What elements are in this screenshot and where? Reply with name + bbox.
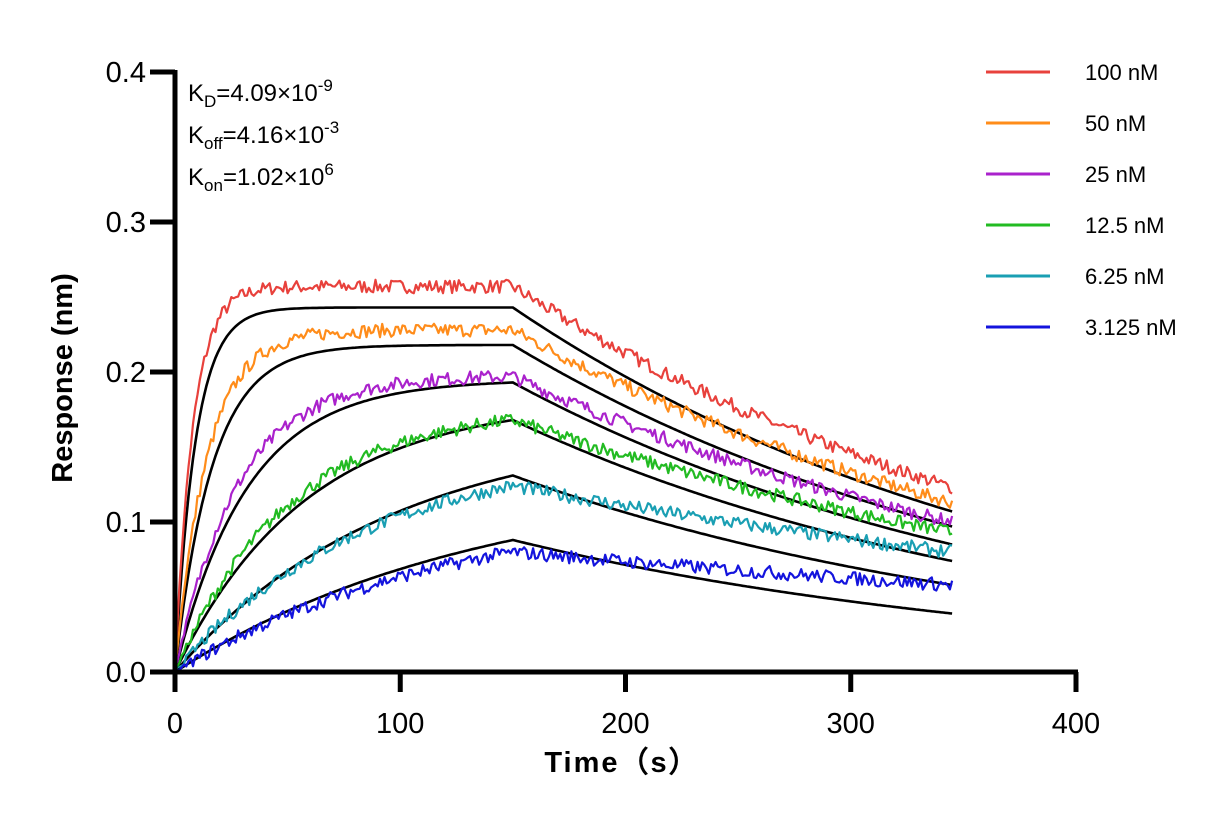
- x-tick-label: 400: [1052, 708, 1100, 740]
- data-series-100-nM: [173, 278, 953, 673]
- y-tick-label: 0.2: [106, 357, 146, 389]
- legend-label: 50 nM: [1085, 111, 1146, 136]
- legend-label: 12.5 nM: [1085, 213, 1165, 238]
- y-tick-label: 0.0: [106, 657, 146, 689]
- legend-label: 25 nM: [1085, 162, 1146, 187]
- x-tick-label: 300: [827, 708, 875, 740]
- data-series-25-nM: [173, 370, 954, 673]
- legend-label: 3.125 nM: [1085, 315, 1177, 340]
- x-tick-label: 200: [601, 708, 649, 740]
- x-tick-label: 0: [167, 708, 183, 740]
- y-tick-label: 0.4: [106, 57, 146, 89]
- fit-curve: [173, 381, 953, 673]
- axis-ticks: 0 100 200 300 400 0.0 0.1 0.2 0.3 0.4: [106, 57, 1101, 740]
- data-series-50-nM: [173, 322, 954, 673]
- x-axis-title: Time（s）: [544, 746, 699, 779]
- data-series-6-25-nM: [174, 480, 953, 673]
- data-series-12-5-nM: [174, 413, 953, 673]
- x-tick-label: 100: [376, 708, 424, 740]
- kinetics-annotation: KD=4.09×10-9 Koff=4.16×10-3 Kon=1.02×106: [188, 76, 339, 195]
- legend-label: 100 nM: [1085, 60, 1158, 85]
- y-tick-label: 0.3: [106, 207, 146, 239]
- y-axis-title: Response (nm): [47, 273, 79, 482]
- legend: 100 nM 50 nM 25 nM 12.5 nM 6.25 nM 3.125 nM: [986, 60, 1177, 340]
- data-series-3-125-nM: [174, 546, 954, 673]
- legend-label: 6.25 nM: [1085, 264, 1165, 289]
- kd-label: KD=4.09×10-9: [188, 76, 333, 111]
- fit-curve: [173, 418, 953, 673]
- y-tick-label: 0.1: [106, 507, 146, 539]
- koff-label: Koff=4.16×10-3: [188, 118, 339, 153]
- plot-area: [173, 278, 954, 674]
- kon-label: Kon=1.02×106: [188, 160, 334, 195]
